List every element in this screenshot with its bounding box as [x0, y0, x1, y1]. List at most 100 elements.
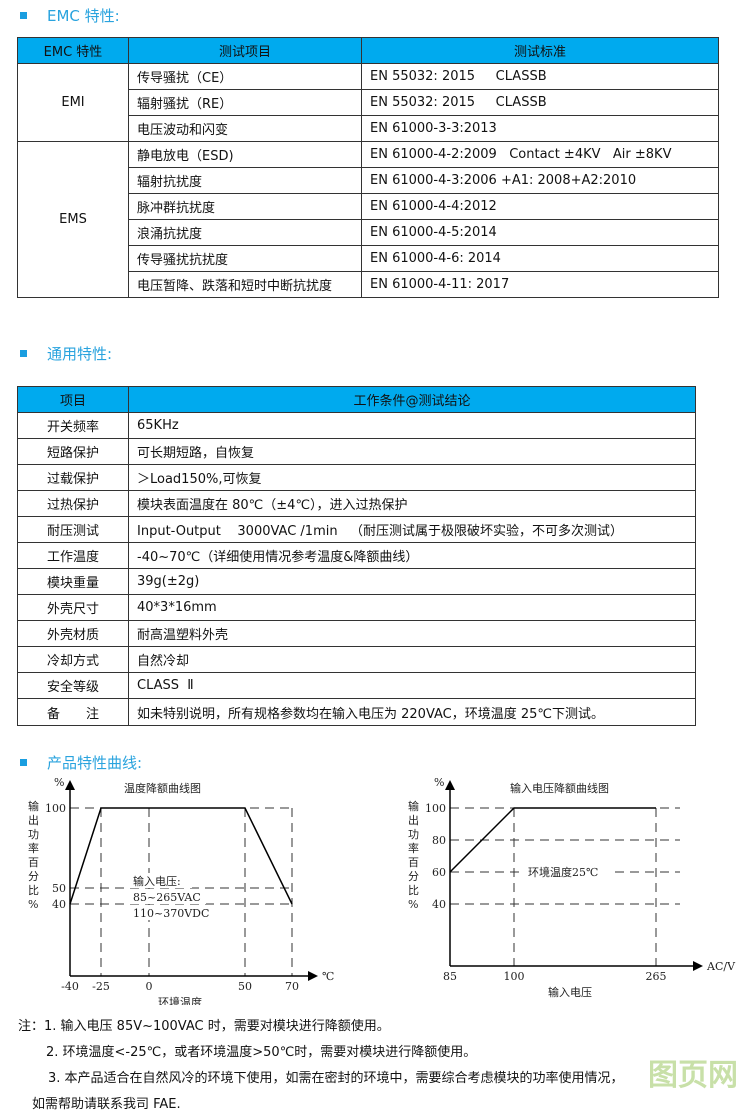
- table-row: 脉冲群抗扰度 EN 61000-4-4:2012: [18, 193, 719, 220]
- x-unit: AC/V: [706, 960, 736, 973]
- y-tick-label: 60: [432, 866, 446, 879]
- y-tick-label: 40: [52, 898, 66, 911]
- table-row: 耐压测试 Input-Output 3000VAC /1min （耐压测试属于极限…: [17, 516, 696, 543]
- y-axis-arrow-icon: [445, 780, 455, 790]
- chart-title: 温度降额曲线图: [124, 781, 201, 795]
- curves-heading: 产品特性曲线:: [20, 752, 142, 773]
- y-tick-label: 100: [45, 802, 66, 815]
- item-cell: 开关频率: [17, 412, 129, 439]
- x-tick-label: 100: [504, 970, 525, 983]
- annotation-bg: [525, 864, 611, 879]
- table-row: 外壳材质 耐高温塑料外壳: [17, 620, 696, 647]
- header-row: EMC 特性 测试项目 测试标准: [17, 37, 719, 64]
- test-item: 传导骚扰抗扰度: [128, 245, 362, 272]
- item-cell: 外壳尺寸: [17, 594, 129, 621]
- column-header: 工作条件@测试结论: [128, 386, 696, 413]
- x-axis-label: 输入电压: [548, 985, 592, 999]
- table-row: 模块重量 39g(±2g): [17, 568, 696, 595]
- test-standard: EN 61000-4-5:2014: [361, 219, 719, 246]
- note-3-cont: 如需帮助请联系我司 FAE.: [32, 1097, 181, 1112]
- value-cell: CLASS Ⅱ: [128, 672, 696, 699]
- x-unit: ℃: [322, 970, 334, 983]
- test-item: 浪涌抗扰度: [128, 219, 362, 246]
- x-tick-label: -25: [92, 980, 110, 993]
- x-tick-label: 85: [443, 970, 457, 983]
- note-2: 2. 环境温度<-25℃，或者环境温度>50℃时，需要对模块进行降额使用。: [46, 1045, 477, 1060]
- group-cell: EMS: [17, 141, 129, 298]
- test-standard: EN 61000-4-4:2012: [361, 193, 719, 220]
- watermark-logo: 图页网: [648, 1058, 738, 1093]
- derating-charts: 100 50 40 -40 -25 0 50 70 温度降额曲线图% ℃ 环境温度 输出功率百分比% 输…: [28, 776, 736, 1005]
- item-cell: 耐压测试: [17, 516, 129, 543]
- test-standard: EN 55032: 2015 CLASSB: [361, 63, 719, 90]
- chart-title: 输入电压降额曲线图: [510, 781, 609, 795]
- general-heading: 通用特性:: [20, 343, 112, 364]
- bullet-icon: [20, 350, 27, 357]
- table-row: 辐射骚扰（RE） EN 55032: 2015 CLASSB: [18, 89, 719, 116]
- y-axis-label: 输出功率百分比%: [28, 799, 39, 911]
- x-axis-arrow-icon: [693, 961, 703, 971]
- value-cell: 如未特别说明，所有规格参数均在输入电压为 220VAC，环境温度 25℃下测试。: [128, 698, 696, 726]
- table-row: 工作温度 -40~70℃（详细使用情况参考温度&降额曲线）: [17, 542, 696, 569]
- column-header: EMC 特性: [17, 37, 129, 64]
- item-cell: 外壳材质: [17, 620, 129, 647]
- test-standard: EN 61000-4-2:2009 Contact ±4KV Air ±8KV: [361, 141, 719, 168]
- notes: 注：1. 输入电压 85V~100VAC 时，需要对模块进行降额使用。 2. 环…: [18, 1014, 624, 1118]
- y-axis-label: 输出功率百分比%: [408, 799, 419, 911]
- value-cell: 自然冷却: [128, 646, 696, 673]
- test-standard: EN 61000-4-11: 2017: [361, 271, 719, 298]
- value-cell: 40*3*16mm: [128, 594, 696, 621]
- column-header: 测试标准: [361, 37, 719, 64]
- test-item: 传导骚扰（CE）: [128, 63, 362, 90]
- table-row: EMI 传导骚扰（CE） EN 55032: 2015 CLASSB: [17, 63, 719, 142]
- note-3: 3. 本产品适合在自然风冷的环境下使用，如需在密封的环境中，需要综合考虑模块的功…: [48, 1071, 624, 1086]
- test-item: 电压暂降、跌落和短时中断抗扰度: [128, 271, 362, 298]
- y-unit: %: [434, 776, 444, 789]
- emc-table: EMC 特性 测试项目 测试标准 EMI 传导骚扰（CE） EN 55032: 2015 …: [17, 37, 719, 298]
- item-cell: 短路保护: [17, 438, 129, 465]
- x-axis-arrow-icon: [308, 971, 318, 981]
- value-cell: 可长期短路，自恢复: [128, 438, 696, 465]
- column-header: 测试项目: [128, 37, 362, 64]
- derating-curve: [69, 807, 293, 905]
- annotation: 环境温度25℃: [528, 865, 598, 879]
- bullet-icon: [20, 759, 27, 766]
- x-tick-label: 265: [646, 970, 667, 983]
- test-item: 辐射抗扰度: [128, 167, 362, 194]
- item-cell: 工作温度: [17, 542, 129, 569]
- item-cell: 备 注: [17, 698, 129, 726]
- annotation-bg: [130, 873, 192, 888]
- item-cell: 模块重量: [17, 568, 129, 595]
- annotation: 110~370VDC: [133, 907, 209, 920]
- table-row: 过热保护 模块表面温度在 80℃（±4℃），进入过热保护: [17, 490, 696, 517]
- table-row: 过载保护 ＞Load150%,可恢复: [17, 464, 696, 491]
- value-cell: 模块表面温度在 80℃（±4℃），进入过热保护: [128, 490, 696, 517]
- x-tick-label: 70: [285, 980, 299, 993]
- test-item: 静电放电（ESD): [128, 141, 362, 168]
- value-cell: 39g(±2g): [128, 568, 696, 595]
- x-tick-label: 50: [238, 980, 252, 993]
- x-tick-label: 0: [146, 980, 153, 993]
- table-row: 短路保护 可长期短路，自恢复: [17, 438, 696, 465]
- table-row: 电压波动和闪变 EN 61000-3-3:2013: [18, 115, 719, 142]
- y-tick-label: 40: [432, 898, 446, 911]
- table-row: 安全等级 CLASS Ⅱ: [17, 672, 696, 699]
- y-tick-label: 100: [425, 802, 446, 815]
- x-axis-label: 环境温度: [158, 995, 202, 1005]
- table-row: 电压暂降、跌落和短时中断抗扰度 EN 61000-4-11: 2017: [18, 271, 719, 298]
- annotation: 85~265VAC: [133, 891, 201, 904]
- test-item: 电压波动和闪变: [128, 115, 362, 142]
- test-standard: EN 61000-4-6: 2014: [361, 245, 719, 272]
- value-cell: Input-Output 3000VAC /1min （耐压测试属于极限破坏实验…: [128, 516, 696, 543]
- value-cell: 耐高温塑料外壳: [128, 620, 696, 647]
- item-cell: 安全等级: [17, 672, 129, 699]
- test-standard: EN 61000-3-3:2013: [361, 115, 719, 142]
- value-cell: 65KHz: [128, 412, 696, 439]
- y-axis-arrow-icon: [65, 780, 75, 790]
- y-unit: %: [54, 776, 64, 789]
- emc-heading: EMC 特性:: [20, 5, 120, 26]
- table-row: 传导骚扰抗扰度 EN 61000-4-6: 2014: [18, 245, 719, 272]
- y-tick-label: 50: [52, 882, 66, 895]
- table-row: 外壳尺寸 40*3*16mm: [17, 594, 696, 621]
- column-header: 项目: [17, 386, 129, 413]
